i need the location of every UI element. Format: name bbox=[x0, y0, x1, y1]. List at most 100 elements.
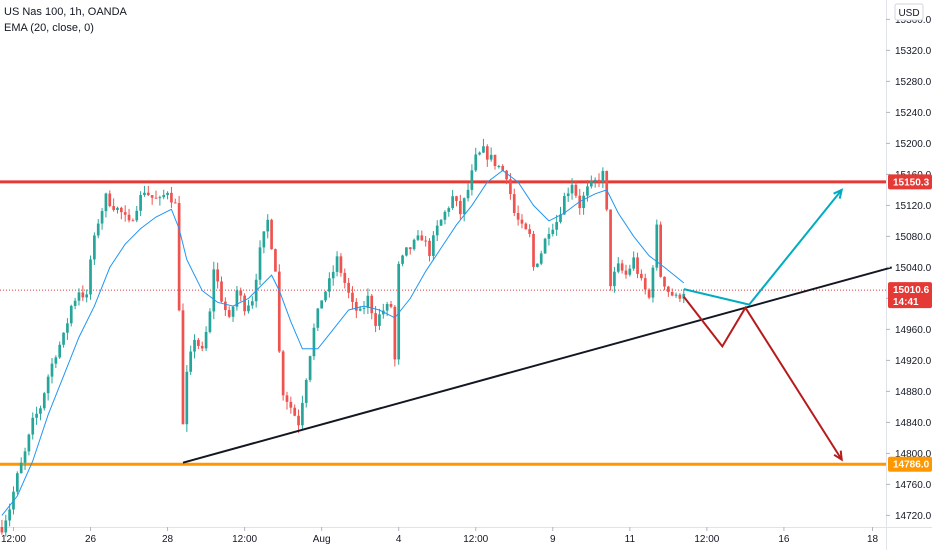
candle-body bbox=[451, 196, 454, 209]
candle-body bbox=[231, 306, 235, 317]
candle-body bbox=[574, 184, 578, 196]
candle-body bbox=[474, 154, 478, 171]
candle-body bbox=[462, 198, 466, 215]
candle-body bbox=[389, 304, 393, 307]
candle-body bbox=[58, 344, 62, 358]
candle-body bbox=[485, 146, 489, 160]
ema-series bbox=[1, 169, 685, 516]
indicator-title[interactable]: EMA (20, close, 0) bbox=[4, 22, 94, 34]
candle-body bbox=[520, 219, 524, 224]
candle-body bbox=[562, 196, 566, 215]
candle-body bbox=[439, 219, 443, 226]
candle-body bbox=[643, 278, 647, 290]
time-tick-label: 4 bbox=[396, 534, 402, 545]
candle-body bbox=[528, 229, 532, 234]
candle-body bbox=[177, 203, 181, 311]
candle-body bbox=[670, 291, 674, 296]
candle-body bbox=[316, 308, 320, 328]
candle-body bbox=[501, 165, 505, 171]
candle-body bbox=[655, 224, 659, 268]
candle-body bbox=[362, 307, 366, 309]
currency-box[interactable]: USD bbox=[894, 3, 924, 21]
time-tick-label: 11 bbox=[625, 534, 636, 545]
candle-body bbox=[123, 212, 127, 215]
time-tick-label: 12:00 bbox=[1, 534, 26, 545]
candle-body bbox=[408, 247, 412, 250]
candle-body bbox=[582, 195, 585, 209]
candle-body bbox=[443, 211, 447, 220]
chart-legend: US Nas 100, 1h, OANDA EMA (20, close, 0) bbox=[4, 4, 127, 36]
candle-body bbox=[35, 413, 38, 418]
candle-body bbox=[135, 210, 139, 221]
candle-body bbox=[93, 235, 96, 260]
candle-body bbox=[343, 272, 347, 283]
candle-body bbox=[401, 255, 404, 264]
candles bbox=[0, 138, 686, 537]
candle-body bbox=[39, 408, 42, 414]
candle-body bbox=[620, 263, 624, 271]
drawings[interactable] bbox=[182, 188, 893, 464]
ascending-trendline bbox=[182, 266, 893, 464]
candle-body bbox=[532, 233, 535, 267]
candle-body bbox=[651, 267, 655, 298]
candle-body bbox=[266, 219, 270, 232]
candle-body bbox=[358, 308, 362, 311]
time-tick-label: 28 bbox=[162, 534, 174, 545]
candle-body bbox=[312, 327, 316, 357]
candle-body bbox=[335, 256, 339, 272]
candle-body bbox=[281, 351, 285, 396]
candle-body bbox=[397, 263, 401, 360]
candle-body bbox=[351, 292, 354, 302]
candle-body bbox=[435, 225, 439, 236]
candle-body bbox=[112, 206, 115, 210]
price-tick-label: 14920.0 bbox=[895, 356, 932, 367]
price-tick-label: 15080.0 bbox=[895, 232, 932, 243]
symbol-title[interactable]: US Nas 100, 1h, OANDA bbox=[4, 6, 127, 18]
bearish-path-arrowhead bbox=[833, 450, 843, 462]
candle-body bbox=[512, 194, 516, 214]
candle-body bbox=[516, 213, 520, 220]
candle-body bbox=[570, 184, 574, 194]
candle-body bbox=[505, 170, 508, 180]
candle-body bbox=[69, 305, 73, 324]
candle-body bbox=[478, 152, 481, 155]
candle-body bbox=[301, 402, 304, 426]
candle-body bbox=[239, 290, 243, 296]
candle-body bbox=[551, 229, 555, 235]
candle-body bbox=[85, 294, 89, 298]
horizontal-lines bbox=[0, 180, 886, 466]
price-tick-label: 14760.0 bbox=[895, 480, 932, 491]
price-tick-label: 14800.0 bbox=[895, 449, 932, 460]
candle-body bbox=[640, 273, 643, 279]
time-tick-label: 18 bbox=[867, 534, 879, 545]
candle-body bbox=[432, 235, 435, 256]
candle-body bbox=[412, 239, 416, 250]
candle-body bbox=[324, 291, 327, 301]
candle-body bbox=[304, 379, 308, 403]
price-tick-label: 15200.0 bbox=[895, 139, 932, 150]
candle-body bbox=[416, 235, 420, 240]
candle-body bbox=[200, 345, 204, 349]
candle-body bbox=[250, 301, 254, 306]
candle-body bbox=[636, 257, 639, 274]
candle-body bbox=[331, 271, 335, 279]
bullish-path-arrowhead bbox=[833, 188, 844, 199]
time-tick-label: 12:00 bbox=[232, 534, 257, 545]
price-tag-box bbox=[888, 174, 932, 190]
candle-body bbox=[243, 295, 246, 312]
price-tick-label: 14720.0 bbox=[895, 511, 932, 522]
candle-body bbox=[366, 295, 370, 308]
time-axis[interactable]: 12:00 26 28 12:00 Aug 4 12:00 9 11 12:00 16 18 bbox=[1, 527, 879, 545]
candle-body bbox=[597, 179, 601, 182]
candle-body bbox=[674, 294, 678, 296]
time-tick-label: 12:00 bbox=[463, 534, 488, 545]
candle-body bbox=[119, 207, 123, 213]
candle-body bbox=[420, 235, 424, 241]
candle-body bbox=[555, 221, 558, 230]
candle-body bbox=[466, 189, 470, 199]
time-tick-label: 9 bbox=[550, 534, 556, 545]
candle-body bbox=[77, 292, 81, 301]
candle-body bbox=[62, 332, 65, 345]
